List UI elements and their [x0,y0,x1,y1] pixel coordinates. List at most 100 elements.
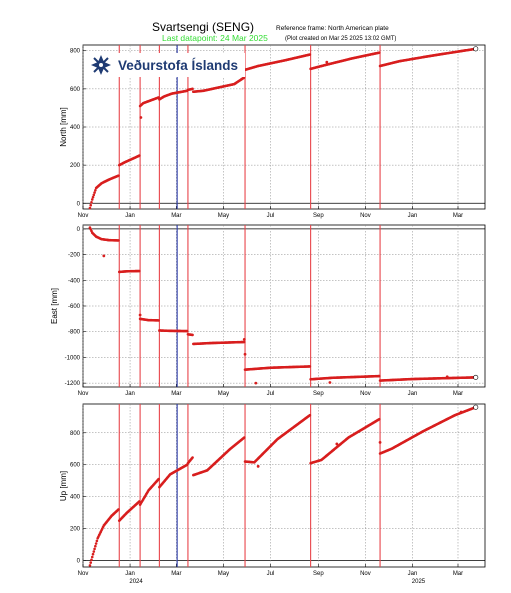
x-tick-label: Jan [408,571,418,577]
y-tick-label: 200 [70,527,81,533]
x-tick-label: Jan [408,213,418,219]
x-tick-label: Mar [171,213,181,219]
outlier-point [256,464,260,468]
data-point [94,189,97,192]
data-point [94,544,97,548]
year-label: 2024 [129,579,143,585]
year-label: 2025 [412,579,426,585]
y-tick-label: 200 [70,163,81,169]
data-point [377,374,381,378]
data-point [117,239,120,242]
plot-created-label: (Plot created on Mar 25 2025 13:02 GMT) [285,36,396,42]
x-tick-label: Jul [267,571,275,577]
outlier-point [243,352,247,356]
y-tick-label: 800 [70,431,81,437]
x-tick-label: Sep [313,391,324,397]
y-tick-label: -1200 [65,381,81,387]
data-point [242,340,246,344]
east-panel: 0 -200 -400 -600 -800 -1000 -1200 Nov Jan Mar May J… [50,224,486,397]
outlier-point [378,440,382,444]
outlier-point [459,410,463,414]
data-point [89,203,93,207]
data-point [88,206,92,210]
data-point [90,558,93,562]
data-point [117,174,120,177]
x-tick-label: May [218,391,229,397]
y-tick-label: 400 [70,125,81,131]
outlier-point [335,442,339,446]
up-panel: 0 200 400 600 800 Nov Jan Mar May Jul Sep Nov Jan Mar… [59,403,486,585]
y-tick-label: -400 [68,278,81,284]
outlier-point [102,254,106,258]
y-tick-label: 600 [70,463,81,469]
data-point [93,191,96,194]
x-tick-label: Jan [125,213,135,219]
y-tick-label: 0 [77,559,81,565]
x-tick-label: Sep [313,571,324,577]
x-tick-label: Jan [125,571,135,577]
data-point [157,319,160,322]
data-point [88,564,92,567]
data-point [92,193,96,197]
y-tick-label: 0 [77,227,81,233]
last-datapoint-label: Last datapoint: 24 Mar 2025 [162,33,268,43]
x-tick-label: Mar [453,213,463,219]
outlier-point [242,338,246,341]
outlier-point [139,116,143,119]
x-tick-label: Mar [171,391,181,397]
data-point [377,51,381,54]
data-point [91,195,95,199]
x-tick-label: Jul [267,213,275,219]
data-point [90,198,94,201]
data-point [138,500,141,503]
last-data-point [473,46,479,52]
logo-text: Veðurstofa Íslands [118,58,238,73]
x-tick-label: May [218,571,229,577]
y-tick-label: -200 [68,253,81,259]
outlier-point [254,381,258,385]
x-tick-label: Jan [408,391,418,397]
data-point [89,561,93,564]
outlier-point [138,313,142,317]
data-point [138,154,141,157]
x-tick-label: Nov [360,391,371,397]
y-tick-label: 0 [77,201,81,207]
station-title: Svartsengi (SENG) [152,20,254,34]
outlier-point [325,60,329,64]
data-point [191,456,194,459]
data-point [138,269,141,273]
outlier-point [445,375,449,379]
x-tick-label: Nov [78,391,89,397]
outlier-point [328,381,332,384]
x-tick-label: Nov [360,213,371,219]
data-point [308,53,312,56]
y-tick-label: 800 [70,49,81,55]
x-tick-label: May [218,213,229,219]
data-point [308,365,312,368]
data-point [90,201,93,204]
x-tick-label: Nov [360,571,371,577]
reference-frame-label: Reference frame: North American plate [276,25,389,32]
data-point [94,542,98,545]
x-tick-label: Mar [453,571,463,577]
y-tick-label: -1000 [65,355,81,361]
last-data-point [473,404,479,410]
x-tick-label: Mar [171,571,181,577]
last-data-point [473,374,479,380]
up-axis-label: Up [mm] [59,471,68,501]
data-point [95,539,99,543]
x-tick-label: Jan [125,391,135,397]
y-tick-label: 600 [70,87,81,93]
east-axis-label: East [mm] [50,288,59,324]
data-point [242,436,246,439]
x-tick-label: Mar [453,391,463,397]
data-point [157,477,160,481]
y-tick-label: -800 [68,330,81,336]
data-point [117,508,120,511]
data-point [92,550,96,553]
x-tick-label: Nov [78,213,89,219]
data-point [185,329,189,333]
y-tick-label: -600 [68,304,81,310]
x-tick-label: Sep [313,213,324,219]
